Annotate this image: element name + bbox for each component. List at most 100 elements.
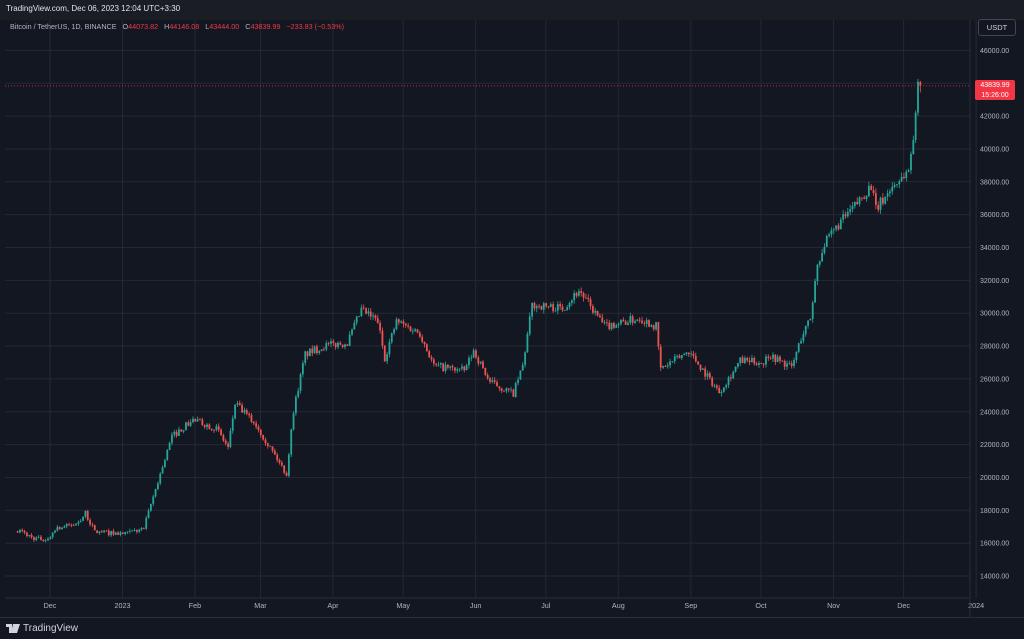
candle-body [837,225,840,230]
x-tick-label: Mar [254,601,267,610]
candle-body [355,316,358,323]
candle-body [388,342,391,355]
candle-body [636,319,639,322]
close-label: C [245,22,251,31]
candle-body [79,520,82,523]
x-tick-label: Apr [327,601,339,610]
candle-body [549,304,552,307]
y-tick-label: 20000.00 [980,475,1009,482]
candle-body [421,336,424,342]
candle-body [374,315,377,319]
candle-body [673,356,676,362]
candle-body [818,261,821,265]
candle-body [793,359,795,366]
candle-body [722,387,725,393]
candle-body [650,325,653,327]
candle-body [638,319,641,321]
chart-area[interactable]: 14000.00 16000.00 18000.00 20000.00 22000.00… [5,20,1019,617]
candle-body [304,351,307,364]
candle-body [510,389,512,391]
candle-body [914,112,917,140]
candle-body [561,306,564,311]
candle-body [407,325,410,327]
y-tick-label: 28000.00 [980,344,1009,351]
brand-logo[interactable]: TradingView [6,623,78,634]
x-tick-label: 2024 [968,601,984,610]
candle-body [117,532,120,535]
candle-body [273,450,276,455]
candle-body [573,293,576,301]
candle-body [669,361,671,366]
candle-body [919,82,922,86]
candle-body [418,332,421,337]
symbol-label: Bitcoin / TetherUS, 1D, BINANCE [10,22,117,31]
currency-button[interactable]: USDT [978,19,1016,36]
candle-body [140,527,143,530]
candle-body [189,422,192,426]
candle-body [152,496,155,504]
candle-body [554,310,557,312]
candle-body [428,351,431,358]
candle-body [432,359,435,364]
candle-body [30,534,33,538]
candle-body [545,303,548,307]
candle-body [889,191,891,194]
candle-body [135,530,138,532]
candle-body [563,310,566,311]
candle-body [910,153,912,171]
candle-body [360,307,363,317]
candle-body [287,454,290,476]
candle-body [851,205,854,210]
candle-body [461,366,463,369]
candle-body [220,429,222,435]
candle-body [514,383,517,397]
candle-body [171,434,173,443]
x-tick-label: Jun [470,601,482,610]
candle-body [376,318,379,323]
candle-body [596,310,599,316]
candle-body [182,430,185,432]
candle-body [185,422,187,431]
candle-body [238,403,241,406]
candle-body [175,431,178,436]
candle-body [248,413,251,416]
candle-body [339,342,342,345]
candle-body [713,385,716,387]
candle-body [468,357,470,366]
candle-body [35,537,38,541]
candle-body [856,201,859,205]
x-tick-label: Dec [897,601,910,610]
candle-body [662,366,664,368]
candle-body [309,348,311,357]
candle-body [327,343,330,344]
x-tick-label: Jul [541,601,551,610]
candle-body [788,363,791,365]
candle-body [732,371,735,379]
candle-body [393,328,396,334]
candle-body [582,293,585,298]
candle-body [395,319,398,329]
candle-body [613,322,615,328]
price-chart[interactable]: 14000.00 16000.00 18000.00 20000.00 22000.00… [5,20,1019,617]
candle-body [608,322,611,330]
candle-body [477,357,480,364]
candle-body [690,353,693,355]
candle-body [886,193,889,197]
candle-body [519,370,522,380]
candle-body [870,185,873,191]
candle-body [776,356,779,362]
candle-body [451,366,454,368]
candle-body [147,510,150,518]
candle-body [823,246,826,253]
candle-body [769,357,772,359]
candle-body [720,392,723,394]
candle-body [96,530,98,534]
candle-body [346,344,349,346]
candle-body [620,319,622,324]
candle-body [86,510,89,520]
candle-body [547,306,550,307]
candle-body [484,367,487,375]
candle-body [362,307,365,309]
candle-body [278,460,281,463]
candle-body [332,341,335,343]
